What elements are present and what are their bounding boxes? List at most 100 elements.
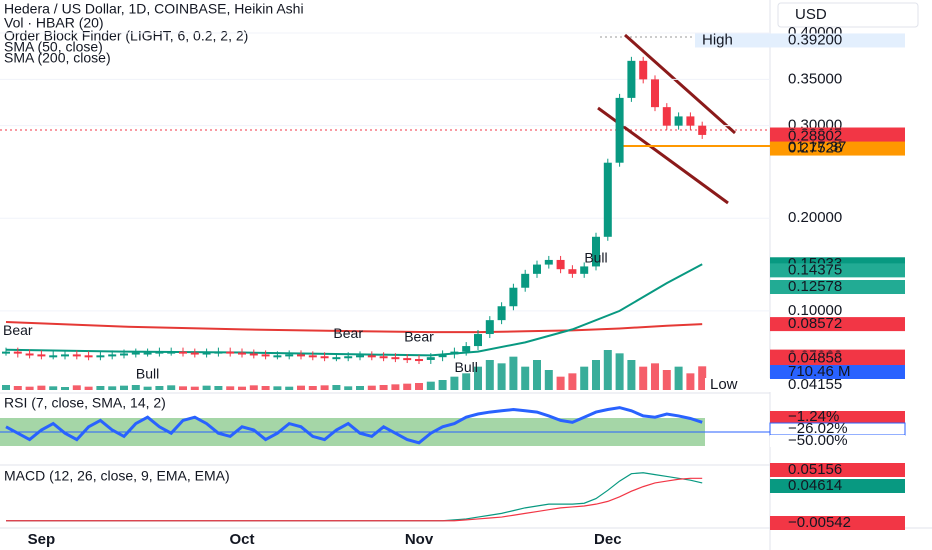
candle [131, 352, 140, 355]
x-tick-label: Oct [229, 531, 254, 548]
candle [698, 125, 707, 135]
volume-bar [297, 385, 305, 390]
candle [686, 116, 695, 126]
volume-bar [686, 373, 695, 390]
volume-bar [651, 363, 659, 390]
candle [120, 353, 128, 356]
volume-bar [521, 366, 530, 390]
price-label-box [770, 129, 905, 144]
price-label: 0.14375 [788, 261, 842, 278]
volume-bar [509, 356, 518, 390]
candle [214, 351, 223, 354]
candle [61, 354, 69, 357]
candle [568, 269, 577, 274]
volume-bar [662, 370, 671, 390]
volume-bar [474, 366, 482, 390]
volume-label-box [770, 365, 905, 379]
rsi-line [5, 406, 703, 445]
volume-bar [320, 385, 329, 390]
volume-bar [49, 386, 58, 390]
candle [261, 354, 270, 357]
candle [143, 352, 152, 355]
volume-bar [249, 385, 258, 390]
candle [202, 352, 211, 355]
volume-bar [615, 353, 624, 390]
candle [25, 353, 34, 356]
volume-bar [61, 387, 69, 390]
annotation: Bull [455, 359, 478, 375]
candle [651, 79, 659, 108]
currency[interactable]: USD [795, 6, 827, 23]
candle [627, 60, 636, 98]
candle [356, 355, 364, 358]
legend-rsi: RSI (7, close, SMA, 14, 2) [4, 395, 166, 411]
candle [544, 259, 553, 265]
volume-bar [544, 370, 553, 390]
candle [320, 356, 329, 359]
volume-bar [379, 385, 388, 390]
candle [462, 346, 471, 352]
volume-bar [426, 381, 435, 390]
candle [285, 354, 294, 357]
candle [367, 355, 376, 358]
candle [615, 97, 624, 163]
candle [108, 354, 117, 357]
volume-bar [568, 373, 577, 390]
candle [474, 334, 482, 347]
candle [379, 356, 388, 359]
currency-button[interactable] [777, 2, 919, 28]
volume-bar [698, 366, 707, 390]
volume-bar [37, 385, 46, 390]
volume-bar [403, 383, 412, 390]
volume-bar [627, 360, 636, 390]
low-value: 0.04155 [788, 376, 842, 393]
legend-sma200: SMA (200, close) [4, 50, 111, 66]
volume-bar [462, 373, 471, 390]
rsi-label: −1.24% [788, 408, 839, 425]
macd-label-box [770, 516, 905, 530]
sma50-line [5, 263, 703, 357]
legend-symbol: Hedera / US Dollar, 1D, COINBASE, Heikin… [4, 1, 304, 17]
candle [556, 259, 565, 270]
volume-bar [238, 386, 246, 390]
low-label: Low [710, 376, 738, 393]
volume-bar [285, 386, 294, 390]
volume-bar [273, 386, 282, 390]
candle [533, 264, 541, 274]
candle [249, 353, 258, 356]
annotation: Bull [584, 249, 607, 265]
macd-label: 0.05156 [788, 461, 842, 478]
legend-macd: MACD (12, 26, close, 9, EMA, EMA) [4, 468, 230, 484]
price-label-box [770, 317, 905, 332]
volume-bar [556, 376, 565, 390]
annotation: Bear [404, 329, 434, 345]
high-box [695, 33, 905, 48]
candle [391, 357, 400, 360]
y-tick-label: 0.35000 [788, 70, 842, 87]
candle [403, 358, 412, 361]
volume-bar [391, 384, 400, 390]
candle [179, 351, 187, 354]
candle [297, 354, 305, 357]
volume-bar [25, 386, 34, 390]
candle [238, 352, 246, 355]
y-tick-label: 0.10000 [788, 302, 842, 319]
candle [37, 354, 46, 357]
price-label-box [770, 280, 905, 295]
candle [450, 351, 459, 355]
candle [662, 107, 671, 126]
volume-bar [155, 386, 164, 390]
legend-sma50: SMA (50, close) [4, 39, 103, 55]
volume-bar [415, 383, 423, 390]
candle [84, 355, 93, 358]
volume-bar [674, 366, 683, 390]
volume-bar [533, 360, 541, 390]
volume-bar [167, 385, 176, 390]
volume-bar [497, 363, 506, 390]
candle [226, 351, 235, 354]
candle [485, 320, 494, 335]
volume-bar [367, 385, 376, 390]
volume-bar [190, 386, 199, 390]
candle [96, 355, 105, 358]
